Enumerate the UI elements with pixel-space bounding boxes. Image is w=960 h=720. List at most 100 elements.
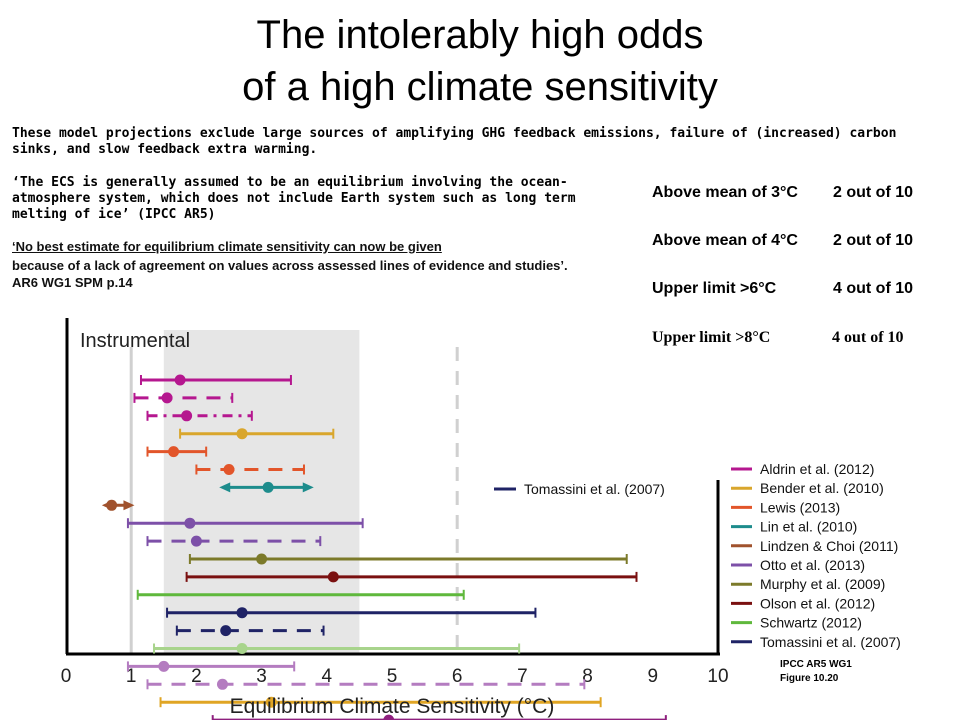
legend-item: Murphy et al. (2009) [731,576,885,592]
inline-label-text: Tomassini et al. (2007) [524,481,665,497]
estimate-row [146,678,586,690]
legend-label: Lindzen & Choi (2011) [760,538,898,554]
range-arrow-right [123,500,135,511]
stat-label-3: Upper limit >6°C [652,280,777,297]
estimate-row [153,643,521,654]
x-tick-label: 6 [452,666,463,687]
x-tick-label: 3 [256,666,267,687]
estimate-row [126,517,364,529]
best-estimate-marker [262,481,274,493]
x-tick-label: 7 [517,666,528,687]
chart-axes [65,318,720,656]
legend-item: Lin et al. (2010) [731,519,857,535]
estimate-row [179,428,335,440]
estimate-row [188,553,628,565]
x-tick-label: 5 [387,666,398,687]
stat-value-2: 2 out of 10 [833,232,914,249]
best-estimate-marker [223,464,235,475]
legend-item: Aldrin et al. (2012) [731,461,874,477]
estimate-row [166,607,537,619]
x-tick-label: 0 [61,666,72,687]
best-estimate-marker [236,607,248,619]
inline-series-label: Tomassini et al. (2007) [494,481,665,497]
best-estimate-marker [174,374,186,386]
legend-label: Olson et al. (2012) [760,595,875,611]
stat-value-4: 4 out of 10 [832,329,904,346]
best-estimate-marker [168,446,180,458]
best-estimate-marker [256,553,268,565]
best-estimate-marker [190,535,202,547]
stat-value-1: 2 out of 10 [833,184,914,201]
estimate-row [133,392,234,404]
estimate-row [146,535,322,547]
best-estimate-marker [236,428,248,440]
note-text: These model projections exclude large so… [12,126,897,157]
x-tick-label: 10 [707,666,728,687]
stat-label-4: Upper limit >8°C [652,329,771,346]
estimate-row [146,410,253,422]
reference-lines [129,347,459,654]
x-axis-label: Equilibrium Climate Sensitivity (°C) [230,695,555,718]
legend-item: Schwartz (2012) [731,615,862,631]
ar6-quote-line-2: because of a lack of agreement on values… [12,258,568,273]
estimate-row [219,481,314,493]
legend-item: Bender et al. (2010) [731,480,884,496]
x-tick-label: 2 [191,666,202,687]
likely-range-shading [163,330,360,654]
legend-item: Tomassini et al. (2007) [731,634,901,650]
estimate-row [159,696,602,708]
page-title-line-1: The intolerably high odds [256,13,704,57]
best-estimate-marker [327,571,339,583]
legend-label: Aldrin et al. (2012) [760,461,874,477]
legend-label: Schwartz (2012) [760,615,862,631]
legend-label: Murphy et al. (2009) [760,576,885,592]
legend-label: Lewis (2013) [760,499,840,515]
legend-item: Lewis (2013) [731,499,840,515]
stat-label-2: Above mean of 4°C [652,232,798,249]
estimate-row [175,625,325,637]
best-estimate-marker [181,410,193,422]
ecs-quote: ‘The ECS is generally assumed to be an e… [12,175,576,222]
best-estimate-marker [184,517,196,529]
estimate-row [136,589,465,600]
x-tick-label: 8 [582,666,593,687]
estimate-row [185,571,638,583]
estimate-bars [101,374,667,720]
best-estimate-marker [158,660,170,672]
stat-label-1: Above mean of 3°C [652,184,798,201]
page-title-line-2: of a high climate sensitivity [242,65,718,109]
best-estimate-marker [216,678,228,690]
legend-label: Otto et al. (2013) [760,557,865,573]
instrumental-label: Instrumental [80,330,190,352]
stat-value-3: 4 out of 10 [833,280,914,297]
estimate-row [211,714,667,720]
estimate-row [146,446,208,458]
source-line-2: Figure 10.20 [780,673,839,684]
estimate-row [101,499,135,511]
best-estimate-marker [161,392,173,404]
x-tick-label: 9 [648,666,659,687]
x-axis-ticks: 0 1 2 3 4 5 6 7 8 9 10 [61,666,729,687]
chart-legend: Aldrin et al. (2012) Bender et al. (2010)… [731,461,901,650]
legend-label: Lin et al. (2010) [760,519,857,535]
ar6-quote-line-1: ‘No best estimate for equilibrium climat… [12,239,442,254]
best-estimate-marker [236,643,248,654]
best-estimate-marker [106,499,118,511]
estimate-row [195,464,305,475]
estimate-row [126,660,296,672]
range-arrow-right [302,482,314,493]
legend-label: Bender et al. (2010) [760,480,884,496]
range-arrow-left [219,482,231,493]
source-line-1: IPCC AR5 WG1 [780,659,852,670]
estimate-row [139,374,292,386]
legend-item: Lindzen & Choi (2011) [731,538,898,554]
x-tick-label: 1 [126,666,137,687]
ar6-quote-line-3: AR6 WG1 SPM p.14 [12,275,133,290]
best-estimate-marker [265,696,277,708]
legend-label: Tomassini et al. (2007) [760,634,901,650]
x-tick-label: 4 [322,666,333,687]
legend-item: Olson et al. (2012) [731,595,875,611]
legend-item: Otto et al. (2013) [731,557,865,573]
best-estimate-marker [220,625,232,637]
